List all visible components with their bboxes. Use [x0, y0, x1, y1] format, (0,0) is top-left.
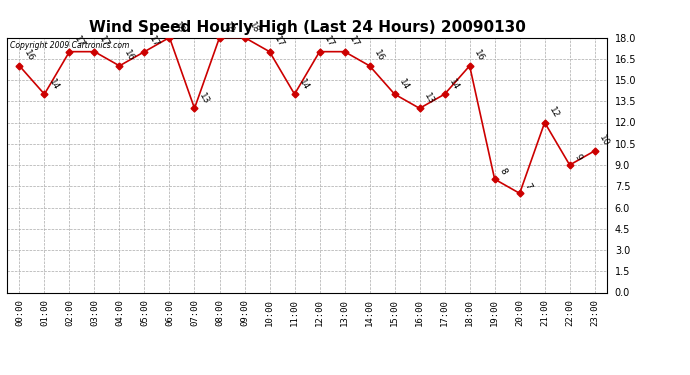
Text: 18: 18	[222, 20, 236, 35]
Text: 17: 17	[347, 34, 361, 49]
Text: 8: 8	[497, 167, 508, 176]
Text: 17: 17	[273, 34, 286, 49]
Text: 17: 17	[97, 34, 111, 49]
Text: Copyright 2009 Cartronics.com: Copyright 2009 Cartronics.com	[10, 41, 129, 50]
Text: 16: 16	[22, 49, 36, 63]
Text: 17: 17	[72, 34, 86, 49]
Text: 17: 17	[147, 34, 161, 49]
Text: 14: 14	[447, 77, 461, 92]
Text: 14: 14	[397, 77, 411, 92]
Text: 13: 13	[197, 91, 211, 105]
Text: 17: 17	[322, 34, 336, 49]
Text: 14: 14	[297, 77, 310, 92]
Text: 18: 18	[172, 20, 186, 35]
Text: 7: 7	[522, 181, 533, 190]
Text: 13: 13	[422, 91, 436, 105]
Text: 18: 18	[247, 20, 261, 35]
Text: 14: 14	[47, 77, 61, 92]
Text: 9: 9	[573, 153, 583, 162]
Title: Wind Speed Hourly High (Last 24 Hours) 20090130: Wind Speed Hourly High (Last 24 Hours) 2…	[88, 20, 526, 35]
Text: 16: 16	[122, 49, 136, 63]
Text: 16: 16	[373, 49, 386, 63]
Text: 12: 12	[547, 105, 561, 120]
Text: 10: 10	[598, 134, 611, 148]
Text: 16: 16	[473, 49, 486, 63]
